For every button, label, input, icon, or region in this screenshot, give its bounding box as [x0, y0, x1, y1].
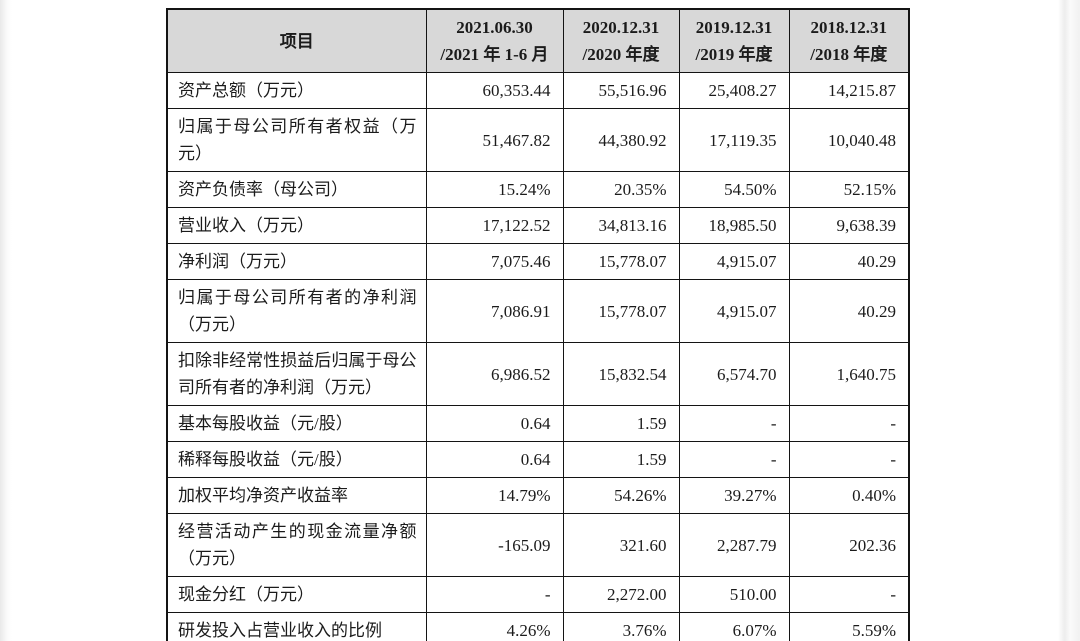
row-value: - — [788, 576, 910, 613]
row-item-label: 稀释每股收益（元/股） — [166, 441, 427, 478]
page-right-edge — [1058, 0, 1080, 641]
row-item-label: 营业收入（万元） — [166, 207, 427, 244]
row-value: 17,119.35 — [678, 108, 790, 172]
table-row: 归属于母公司所有者权益（万元） 51,467.82 44,380.92 17,119.… — [166, 108, 910, 172]
row-value: 0.40% — [788, 477, 910, 514]
row-value: 44,380.92 — [562, 108, 680, 172]
row-value: 39.27% — [678, 477, 790, 514]
row-value: 25,408.27 — [678, 72, 790, 109]
header-period-2018: 2018.12.31 /2018 年度 — [788, 8, 910, 73]
row-value: 20.35% — [562, 171, 680, 208]
header-item-label: 项目 — [279, 31, 314, 51]
table-row: 研发投入占营业收入的比例 4.26% 3.76% 6.07% 5.59% — [166, 612, 910, 641]
row-value: 10,040.48 — [788, 108, 910, 172]
row-value: - — [788, 405, 910, 442]
row-value: 2,287.79 — [678, 513, 790, 577]
row-value: 6,986.52 — [425, 342, 564, 406]
row-value: 6,574.70 — [678, 342, 790, 406]
row-value: 4.26% — [425, 612, 564, 641]
header-period-2021: 2021.06.30 /2021 年 1-6 月 — [425, 8, 564, 73]
table-row: 资产负债率（母公司） 15.24% 20.35% 54.50% 52.15% — [166, 171, 910, 208]
row-value: - — [788, 441, 910, 478]
row-item-label: 研发投入占营业收入的比例 — [166, 612, 427, 641]
row-value: 15,778.07 — [562, 243, 680, 280]
row-item-label: 资产负债率（母公司） — [166, 171, 427, 208]
row-value: 4,915.07 — [678, 243, 790, 280]
table-row: 营业收入（万元） 17,122.52 34,813.16 18,985.50 9,638… — [166, 207, 910, 244]
table-row: 现金分红（万元） -2,272.00 510.00- — [166, 576, 910, 613]
table-row: 净利润（万元） 7,075.46 15,778.07 4,915.07 40.29 — [166, 243, 910, 280]
row-value: 14,215.87 — [788, 72, 910, 109]
row-item-label: 加权平均净资产收益率 — [166, 477, 427, 514]
table-row: 稀释每股收益（元/股） 0.64 1.59- - — [166, 441, 910, 478]
row-value: 510.00 — [678, 576, 790, 613]
table-row: 归属于母公司所有者的净利润（万元） 7,086.91 15,778.07 4,915.… — [166, 279, 910, 343]
table-row: 加权平均净资产收益率 14.79% 54.26% 39.27% 0.40% — [166, 477, 910, 514]
table-row: 基本每股收益（元/股） 0.64 1.59- - — [166, 405, 910, 442]
row-item-label: 净利润（万元） — [166, 243, 427, 280]
header-row: 项目 2021.06.30 /2021 年 1-6 月 2020.12.31 /… — [166, 8, 910, 73]
row-value: 54.26% — [562, 477, 680, 514]
row-value: 5.59% — [788, 612, 910, 641]
row-value: 3.76% — [562, 612, 680, 641]
table-body: 资产总额（万元） 60,353.44 55,516.96 25,408.27 14,21… — [166, 72, 910, 641]
table-row: 经营活动产生的现金流量净额（万元） -165.09 321.60 2,287.79 20… — [166, 513, 910, 577]
header-period-2019: 2019.12.31 /2019 年度 — [678, 8, 790, 73]
row-value: 15,832.54 — [562, 342, 680, 406]
row-value: 7,086.91 — [425, 279, 564, 343]
row-value: 0.64 — [425, 441, 564, 478]
row-item-label: 归属于母公司所有者权益（万元） — [166, 108, 427, 172]
row-value: 15.24% — [425, 171, 564, 208]
financial-summary-table: 项目 2021.06.30 /2021 年 1-6 月 2020.12.31 /… — [166, 8, 910, 641]
row-value: 1.59 — [562, 405, 680, 442]
row-value: 2,272.00 — [562, 576, 680, 613]
row-value: 34,813.16 — [562, 207, 680, 244]
row-value: 17,122.52 — [425, 207, 564, 244]
row-value: - — [678, 441, 790, 478]
row-value: 51,467.82 — [425, 108, 564, 172]
table-row: 资产总额（万元） 60,353.44 55,516.96 25,408.27 14,21… — [166, 72, 910, 109]
row-value: 40.29 — [788, 243, 910, 280]
row-item-label: 扣除非经常性损益后归属于母公司所有者的净利润（万元） — [166, 342, 427, 406]
header-item-column: 项目 — [166, 8, 427, 73]
row-value: 55,516.96 — [562, 72, 680, 109]
table-row: 扣除非经常性损益后归属于母公司所有者的净利润（万元） 6,986.52 15,832… — [166, 342, 910, 406]
row-value: 18,985.50 — [678, 207, 790, 244]
row-value: 0.64 — [425, 405, 564, 442]
row-value: 14.79% — [425, 477, 564, 514]
row-value: 4,915.07 — [678, 279, 790, 343]
row-item-label: 经营活动产生的现金流量净额（万元） — [166, 513, 427, 577]
row-value: 60,353.44 — [425, 72, 564, 109]
row-value: - — [425, 576, 564, 613]
row-value: 1.59 — [562, 441, 680, 478]
row-value: 54.50% — [678, 171, 790, 208]
page-left-edge — [0, 0, 12, 641]
row-value: 40.29 — [788, 279, 910, 343]
row-value: 6.07% — [678, 612, 790, 641]
row-item-label: 资产总额（万元） — [166, 72, 427, 109]
row-item-label: 现金分红（万元） — [166, 576, 427, 613]
row-value: 321.60 — [562, 513, 680, 577]
row-item-label: 归属于母公司所有者的净利润（万元） — [166, 279, 427, 343]
row-value: 1,640.75 — [788, 342, 910, 406]
row-value: 202.36 — [788, 513, 910, 577]
row-value: 9,638.39 — [788, 207, 910, 244]
row-item-label: 基本每股收益（元/股） — [166, 405, 427, 442]
row-value: 15,778.07 — [562, 279, 680, 343]
header-period-2020: 2020.12.31 /2020 年度 — [562, 8, 680, 73]
row-value: 7,075.46 — [425, 243, 564, 280]
row-value: -165.09 — [425, 513, 564, 577]
row-value: - — [678, 405, 790, 442]
row-value: 52.15% — [788, 171, 910, 208]
